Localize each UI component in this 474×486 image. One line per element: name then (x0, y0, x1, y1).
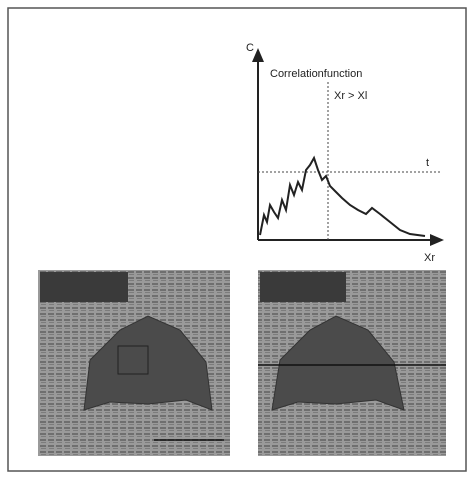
right-image (258, 270, 446, 456)
figure: C Correlationfunction Xr > Xl t Xr (0, 0, 474, 481)
correlation-curve (260, 158, 425, 236)
plot-title: Correlationfunction (270, 68, 362, 80)
x-arrow (430, 234, 444, 246)
condition-label: Xr > Xl (334, 90, 367, 102)
x-axis-label: Xr (424, 252, 435, 264)
headline-block (260, 272, 346, 302)
y-axis-label: C (246, 42, 254, 54)
correlation-plot: C Correlationfunction Xr > Xl t Xr (246, 42, 444, 264)
threshold-label: t (426, 157, 429, 169)
left-image (38, 270, 230, 456)
headline-block (40, 272, 128, 302)
